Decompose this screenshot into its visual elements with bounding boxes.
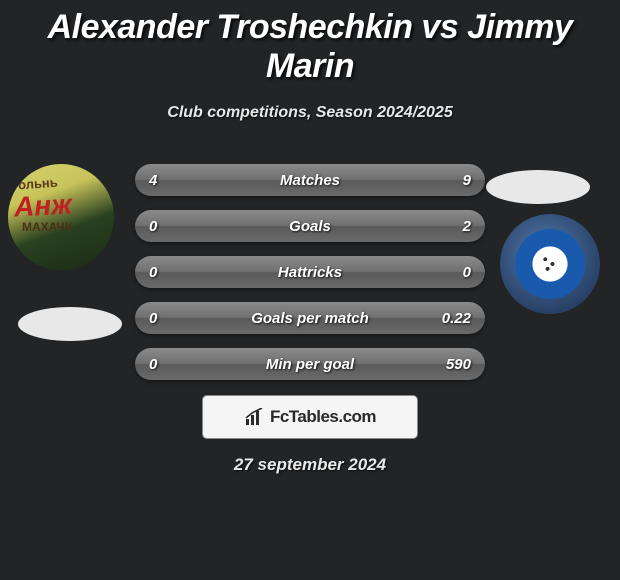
player-right-badge bbox=[515, 229, 585, 299]
stats-area: ольнь Анж МАХАЧК 4 Matches 9 0 Goals 2 0… bbox=[0, 152, 620, 377]
player-left-flag bbox=[18, 307, 122, 341]
stat-row: 4 Matches 9 bbox=[135, 164, 485, 196]
stat-row: 0 Goals per match 0.22 bbox=[135, 302, 485, 334]
stat-right-value: 0.22 bbox=[442, 310, 471, 327]
date-label: 27 september 2024 bbox=[0, 455, 620, 475]
stat-right-value: 590 bbox=[446, 356, 471, 373]
soccer-ball-icon bbox=[538, 252, 562, 276]
stat-left-value: 0 bbox=[149, 264, 157, 281]
stat-label: Goals per match bbox=[251, 310, 369, 327]
stat-right-value: 9 bbox=[463, 172, 471, 189]
stat-row: 0 Goals 2 bbox=[135, 210, 485, 242]
stat-left-value: 0 bbox=[149, 310, 157, 327]
chart-icon bbox=[244, 408, 264, 426]
stat-row: 0 Hattricks 0 bbox=[135, 256, 485, 288]
stat-bars: 4 Matches 9 0 Goals 2 0 Hattricks 0 0 Go… bbox=[135, 164, 485, 394]
stat-label: Min per goal bbox=[266, 356, 354, 373]
stat-left-value: 0 bbox=[149, 218, 157, 235]
stat-row: 0 Min per goal 590 bbox=[135, 348, 485, 380]
stat-left-value: 0 bbox=[149, 356, 157, 373]
stat-label: Matches bbox=[280, 172, 340, 189]
stat-label: Goals bbox=[289, 218, 331, 235]
badge-text-2: МАХАЧК bbox=[22, 220, 72, 234]
player-left-badge: ольнь Анж МАХАЧК bbox=[8, 164, 114, 270]
stat-right-value: 2 bbox=[463, 218, 471, 235]
source-box: FcTables.com bbox=[202, 395, 418, 439]
comparison-title: Alexander Troshechkin vs Jimmy Marin bbox=[0, 0, 620, 86]
player-right-avatar bbox=[500, 214, 600, 314]
badge-text-big: Анж bbox=[13, 189, 72, 224]
season-subtitle: Club competitions, Season 2024/2025 bbox=[0, 104, 620, 122]
player-right-flag bbox=[486, 170, 590, 204]
source-label: FcTables.com bbox=[270, 407, 376, 427]
stat-left-value: 4 bbox=[149, 172, 157, 189]
stat-label: Hattricks bbox=[278, 264, 342, 281]
stat-right-value: 0 bbox=[463, 264, 471, 281]
player-left-avatar: ольнь Анж МАХАЧК bbox=[8, 164, 114, 270]
